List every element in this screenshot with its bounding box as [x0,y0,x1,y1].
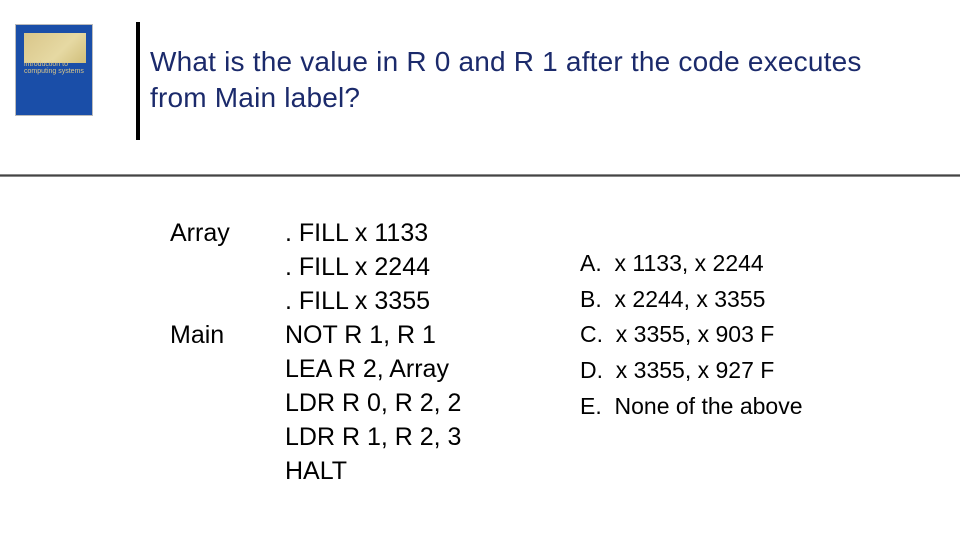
code-instruction: . FILL x 2244 [285,250,461,284]
code-instruction: LDR R 0, R 2, 2 [285,386,461,420]
book-cover-accent [24,33,86,63]
code-label [170,420,265,454]
code-label [170,250,265,284]
code-instruction: . FILL x 1133 [285,216,461,250]
code-instruction: LDR R 1, R 2, 3 [285,420,461,454]
answer-choice: E. None of the above [580,389,803,425]
code-label [170,284,265,318]
answer-choice: D. x 3355, x 927 F [580,353,803,389]
slide-title: What is the value in R 0 and R 1 after t… [150,44,862,117]
code-instruction: LEA R 2, Array [285,352,461,386]
answer-choice: A. x 1133, x 2244 [580,246,803,282]
answer-choices: A. x 1133, x 2244 B. x 2244, x 3355 C. x… [580,246,803,424]
code-label: Array [170,216,265,250]
code-instruction: HALT [285,454,461,488]
code-label [170,352,265,386]
answer-choice: B. x 2244, x 3355 [580,282,803,318]
horizontal-rule [0,174,960,177]
code-label [170,386,265,420]
code-label: Main [170,318,265,352]
code-label [170,454,265,488]
code-instructions-column: . FILL x 1133 . FILL x 2244 . FILL x 335… [285,216,461,488]
answer-choice: C. x 3355, x 903 F [580,317,803,353]
title-line-2: from Main label? [150,80,862,116]
code-instruction: . FILL x 3355 [285,284,461,318]
book-cover-image: introduction tocomputing systems [15,24,93,116]
slide: introduction tocomputing systems What is… [0,0,960,540]
code-instruction: NOT R 1, R 1 [285,318,461,352]
code-labels-column: Array Main [170,216,265,488]
book-cover-text: introduction tocomputing systems [24,61,84,75]
title-divider [136,22,140,140]
title-line-1: What is the value in R 0 and R 1 after t… [150,44,862,80]
